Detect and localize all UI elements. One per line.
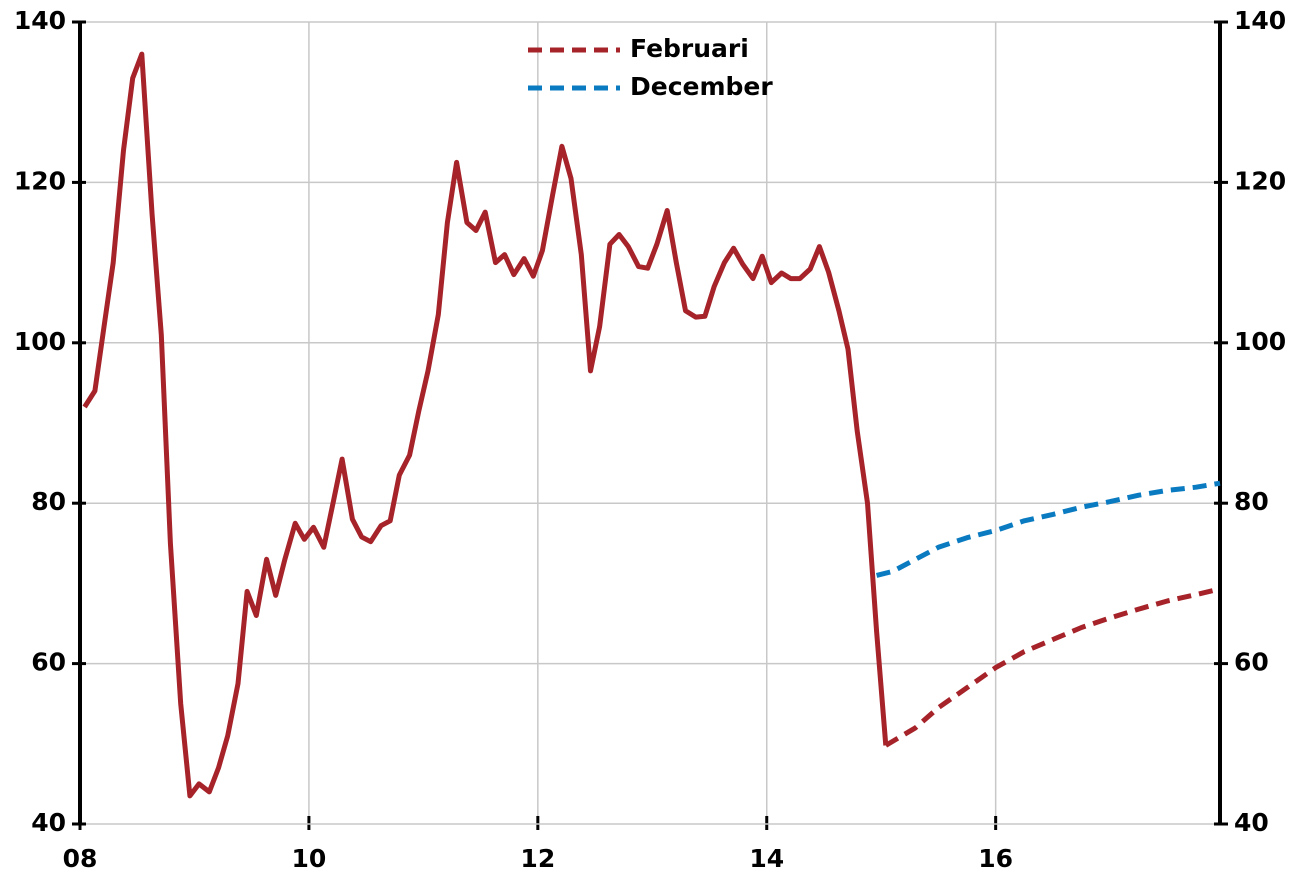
y-tick-label: 140 [14,6,66,35]
y2-tick-label: 80 [1234,487,1269,516]
legend-label: December [630,72,773,101]
y2-tick-label: 120 [1234,166,1286,195]
y-tick-label: 60 [31,648,66,677]
y-tick-label: 120 [14,166,66,195]
x-tick-label: 14 [749,844,784,873]
x-tick-label: 10 [292,844,327,873]
y2-tick-label: 40 [1234,808,1269,837]
y2-tick-label: 60 [1234,648,1269,677]
y-tick-label: 100 [14,327,66,356]
y-tick-label: 80 [31,487,66,516]
y-tick-label: 40 [31,808,66,837]
x-tick-label: 08 [63,844,98,873]
x-tick-label: 16 [978,844,1013,873]
series-line [884,586,1221,748]
series-line [875,480,1221,578]
x-tick-label: 12 [520,844,555,873]
legend-label: Februari [630,34,749,63]
series-line [82,51,889,799]
y2-tick-label: 140 [1234,6,1286,35]
y2-tick-label: 100 [1234,327,1286,356]
